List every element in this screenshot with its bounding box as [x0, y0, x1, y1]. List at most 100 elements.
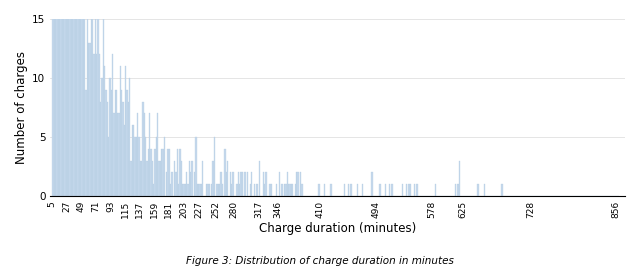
Bar — [64, 0, 65, 196]
Bar — [156, 137, 157, 196]
Bar — [52, 0, 54, 196]
Bar — [58, 0, 59, 196]
Bar — [185, 184, 186, 196]
Bar — [294, 184, 296, 196]
Bar — [143, 113, 145, 196]
Bar — [169, 149, 170, 196]
Bar — [214, 137, 215, 196]
Bar — [276, 184, 277, 196]
Bar — [153, 184, 154, 196]
Bar — [145, 137, 147, 196]
Bar — [75, 0, 76, 196]
Bar — [186, 172, 188, 196]
Bar — [92, 0, 93, 196]
Bar — [133, 125, 134, 196]
Bar — [225, 149, 226, 196]
Bar — [84, 0, 85, 196]
Bar — [278, 172, 280, 196]
Bar — [357, 184, 358, 196]
Bar — [118, 113, 120, 196]
Bar — [266, 172, 267, 196]
Bar — [56, 0, 58, 196]
Bar — [93, 54, 95, 196]
Bar — [127, 90, 128, 196]
Bar — [122, 102, 124, 196]
Bar — [330, 184, 332, 196]
Bar — [417, 184, 418, 196]
Bar — [106, 102, 108, 196]
Bar — [319, 184, 320, 196]
Bar — [251, 172, 252, 196]
Bar — [435, 184, 436, 196]
Bar — [209, 184, 210, 196]
Bar — [191, 161, 193, 196]
Bar — [83, 7, 84, 196]
Bar — [105, 90, 106, 196]
Bar — [96, 54, 97, 196]
Bar — [178, 184, 179, 196]
Bar — [67, 0, 68, 196]
Bar — [484, 184, 485, 196]
Bar — [220, 172, 222, 196]
Bar — [166, 172, 168, 196]
Bar — [199, 184, 200, 196]
Bar — [86, 0, 88, 196]
Bar — [80, 0, 81, 196]
Bar — [232, 172, 234, 196]
Bar — [154, 149, 156, 196]
Bar — [168, 149, 169, 196]
Bar — [131, 161, 132, 196]
Bar — [99, 54, 100, 196]
Bar — [141, 161, 142, 196]
Bar — [269, 184, 271, 196]
Bar — [170, 184, 172, 196]
Bar — [211, 184, 212, 196]
Bar — [152, 161, 153, 196]
Bar — [158, 161, 159, 196]
Bar — [256, 184, 257, 196]
Bar — [236, 184, 237, 196]
Bar — [218, 184, 219, 196]
Bar — [198, 184, 199, 196]
Bar — [148, 149, 149, 196]
Bar — [244, 172, 246, 196]
Bar — [174, 161, 175, 196]
Bar — [477, 184, 479, 196]
Bar — [287, 172, 288, 196]
Bar — [406, 184, 407, 196]
Bar — [259, 161, 260, 196]
Bar — [184, 184, 185, 196]
Bar — [149, 113, 150, 196]
Bar — [194, 172, 195, 196]
Bar — [189, 161, 190, 196]
Bar — [113, 113, 115, 196]
Bar — [292, 184, 293, 196]
Bar — [109, 78, 111, 196]
Bar — [101, 78, 102, 196]
Bar — [65, 0, 67, 196]
Bar — [179, 149, 180, 196]
Bar — [231, 184, 232, 196]
Bar — [458, 184, 459, 196]
Bar — [71, 0, 72, 196]
Bar — [230, 172, 231, 196]
Bar — [91, 0, 92, 196]
Bar — [263, 172, 264, 196]
Bar — [162, 149, 163, 196]
Bar — [227, 161, 228, 196]
Bar — [408, 184, 410, 196]
Bar — [301, 184, 303, 196]
Bar — [362, 184, 364, 196]
Bar — [72, 0, 74, 196]
Bar — [108, 137, 109, 196]
Bar — [202, 161, 204, 196]
Bar — [177, 149, 178, 196]
Bar — [253, 184, 255, 196]
Bar — [163, 137, 165, 196]
Bar — [296, 172, 297, 196]
Bar — [207, 184, 209, 196]
Bar — [285, 184, 287, 196]
Bar — [54, 0, 55, 196]
Bar — [68, 0, 70, 196]
Bar — [297, 172, 299, 196]
